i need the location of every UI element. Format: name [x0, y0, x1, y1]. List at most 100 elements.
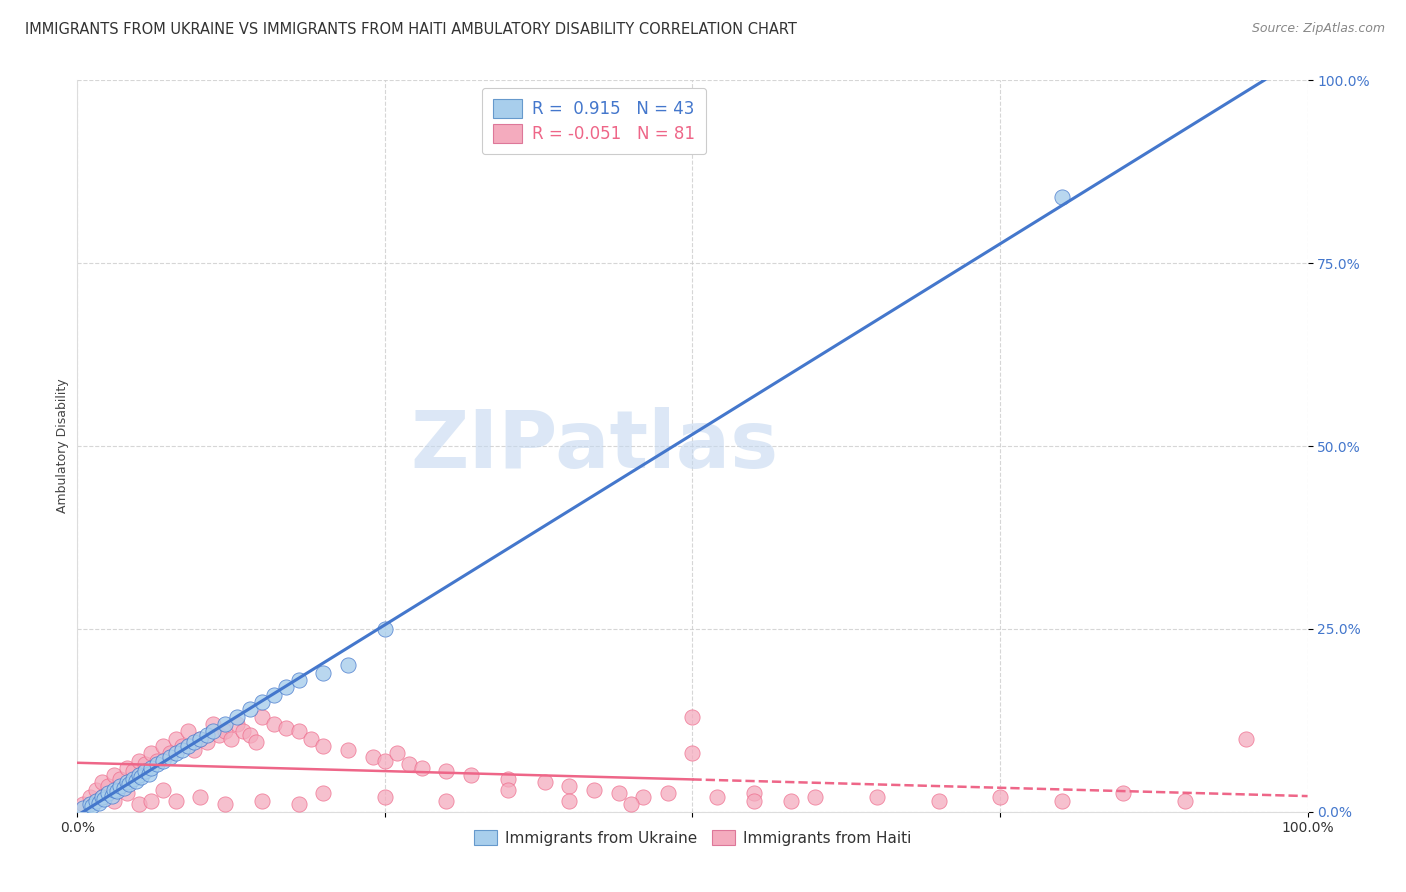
Text: IMMIGRANTS FROM UKRAINE VS IMMIGRANTS FROM HAITI AMBULATORY DISABILITY CORRELATI: IMMIGRANTS FROM UKRAINE VS IMMIGRANTS FR… — [25, 22, 797, 37]
Point — [250, 794, 273, 808]
Point — [128, 768, 150, 782]
Point — [558, 779, 581, 793]
Point — [337, 658, 360, 673]
Point — [89, 796, 111, 810]
Point — [866, 790, 889, 805]
Point — [312, 787, 335, 801]
Point — [288, 724, 311, 739]
Point — [159, 749, 181, 764]
Point — [177, 739, 200, 753]
Point — [97, 779, 120, 793]
Point — [214, 717, 236, 731]
Point — [263, 717, 285, 731]
Point — [239, 728, 262, 742]
Point — [337, 742, 360, 756]
Point — [374, 754, 396, 768]
Point — [105, 784, 128, 798]
Point — [90, 790, 114, 805]
Point — [159, 746, 181, 760]
Point — [214, 724, 236, 739]
Point — [79, 790, 101, 805]
Point — [93, 791, 115, 805]
Point — [134, 764, 156, 779]
Point — [128, 797, 150, 812]
Point — [188, 731, 212, 746]
Point — [110, 772, 132, 786]
Point — [103, 768, 125, 782]
Point — [682, 709, 704, 723]
Point — [152, 782, 174, 797]
Point — [1050, 190, 1073, 204]
Point — [558, 794, 581, 808]
Point — [183, 742, 205, 756]
Point — [288, 797, 311, 812]
Point — [84, 794, 107, 808]
Point — [165, 794, 187, 808]
Point — [110, 779, 132, 793]
Point — [138, 766, 160, 780]
Point — [276, 721, 298, 735]
Point — [620, 797, 643, 812]
Point — [1174, 794, 1197, 808]
Point — [183, 735, 205, 749]
Point — [250, 695, 273, 709]
Point — [103, 794, 125, 808]
Point — [534, 775, 557, 789]
Point — [245, 735, 267, 749]
Point — [706, 790, 728, 805]
Point — [165, 746, 187, 760]
Point — [141, 761, 163, 775]
Point — [134, 757, 156, 772]
Point — [201, 724, 224, 739]
Point — [170, 742, 193, 756]
Point — [250, 709, 273, 723]
Point — [657, 787, 679, 801]
Point — [97, 787, 120, 801]
Point — [72, 797, 94, 812]
Text: Source: ZipAtlas.com: Source: ZipAtlas.com — [1251, 22, 1385, 36]
Point — [141, 794, 163, 808]
Point — [988, 790, 1011, 805]
Point — [361, 749, 384, 764]
Point — [288, 673, 311, 687]
Point — [201, 717, 224, 731]
Point — [1112, 787, 1135, 801]
Point — [129, 770, 153, 784]
Point — [385, 746, 409, 760]
Point — [583, 782, 606, 797]
Point — [239, 702, 262, 716]
Point — [121, 764, 143, 779]
Point — [496, 772, 519, 786]
Legend: Immigrants from Ukraine, Immigrants from Haiti: Immigrants from Ukraine, Immigrants from… — [468, 823, 917, 852]
Point — [398, 757, 420, 772]
Point — [263, 688, 285, 702]
Y-axis label: Ambulatory Disability: Ambulatory Disability — [56, 379, 69, 513]
Point — [633, 790, 655, 805]
Point — [226, 717, 249, 731]
Point — [115, 787, 138, 801]
Point — [411, 761, 433, 775]
Point — [742, 787, 765, 801]
Text: ZIPatlas: ZIPatlas — [411, 407, 778, 485]
Point — [208, 728, 231, 742]
Point — [188, 790, 212, 805]
Point — [125, 774, 148, 789]
Point — [742, 794, 765, 808]
Point — [177, 724, 200, 739]
Point — [103, 782, 125, 797]
Point — [152, 754, 174, 768]
Point — [90, 790, 114, 805]
Point — [195, 728, 218, 742]
Point — [804, 790, 827, 805]
Point — [128, 754, 150, 768]
Point — [90, 775, 114, 789]
Point — [299, 731, 322, 746]
Point — [312, 739, 335, 753]
Point — [1050, 794, 1073, 808]
Point — [460, 768, 482, 782]
Point — [436, 794, 458, 808]
Point — [219, 731, 242, 746]
Point — [374, 622, 396, 636]
Point — [436, 764, 458, 779]
Point — [170, 739, 193, 753]
